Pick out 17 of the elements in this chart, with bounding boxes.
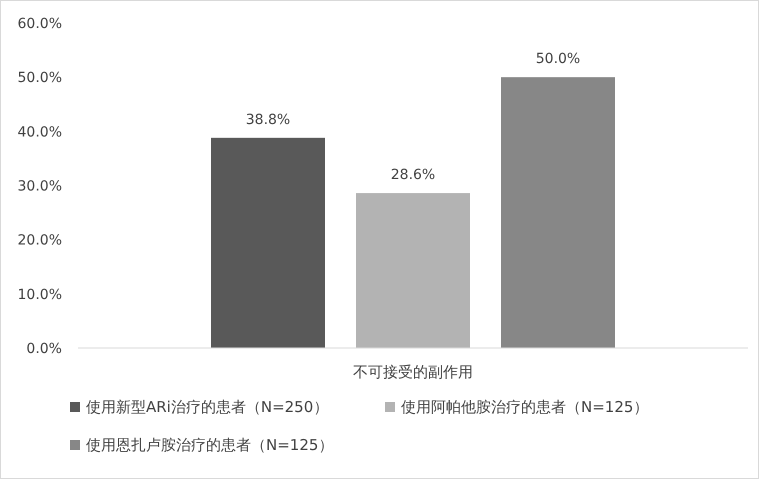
bar [501,77,615,348]
data-label: 50.0% [536,51,580,68]
y-tick-label: 40.0% [18,124,62,140]
bar [356,193,470,348]
legend-label: 使用恩扎卢胺治疗的患者（N=125） [86,436,334,454]
y-tick-label: 0.0% [26,341,62,357]
y-tick-label: 20.0% [18,232,62,249]
x-tick-label: 不可接受的副作用 [353,363,473,381]
data-label: 38.8% [246,112,290,128]
y-tick-label: 30.0% [18,178,62,194]
y-tick-label: 10.0% [18,286,62,303]
bar [211,138,325,348]
y-tick-label: 60.0% [18,16,62,32]
legend-label: 使用新型ARi治疗的患者（N=250） [86,398,328,416]
legend-label: 使用阿帕他胺治疗的患者（N=125） [401,398,648,416]
y-tick-label: 50.0% [18,70,62,86]
data-label: 28.6% [390,167,436,184]
